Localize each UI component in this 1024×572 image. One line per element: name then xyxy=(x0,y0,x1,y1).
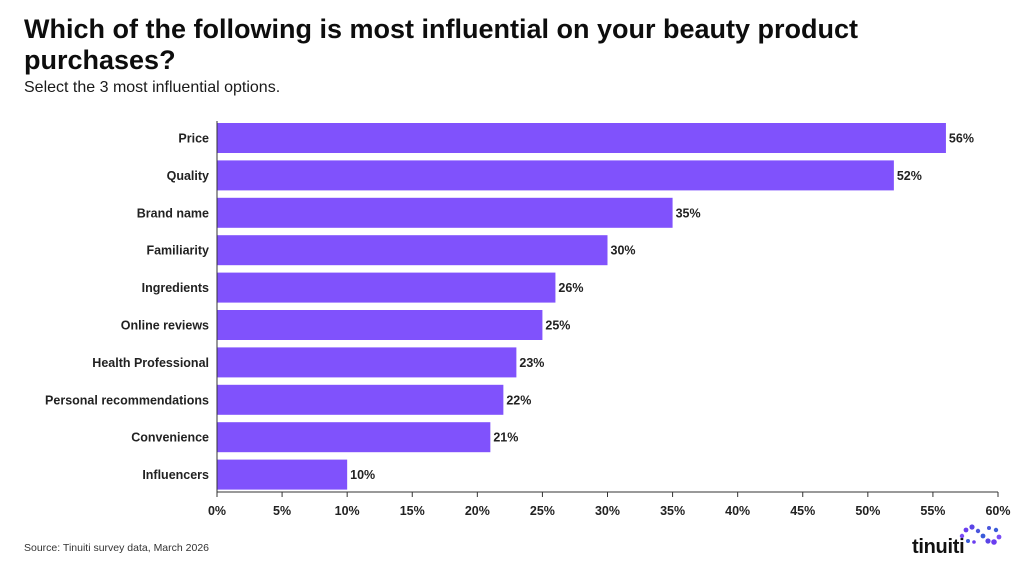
data-label-7: 22% xyxy=(506,393,531,407)
chart-title: Which of the following is most influenti… xyxy=(24,14,858,75)
data-label-4: 26% xyxy=(558,281,583,295)
bar-5 xyxy=(217,310,543,340)
x-tick-label-6: 30% xyxy=(595,504,620,518)
tinuiti-logo: tinuiti xyxy=(912,522,1004,562)
data-label-8: 21% xyxy=(493,431,518,445)
data-label-2: 35% xyxy=(676,206,701,220)
category-label-7: Personal recommendations xyxy=(45,393,209,407)
category-label-8: Convenience xyxy=(131,431,209,445)
bar-1 xyxy=(217,160,894,191)
chart-subtitle: Select the 3 most influential options. xyxy=(24,79,281,96)
bar-0 xyxy=(217,123,946,153)
x-tick-label-0: 0% xyxy=(208,504,226,518)
category-label-4: Ingredients xyxy=(142,281,209,295)
x-tick-label-10: 50% xyxy=(855,504,880,518)
x-tick-label-8: 40% xyxy=(725,504,750,518)
x-tick-label-7: 35% xyxy=(660,504,685,518)
category-label-2: Brand name xyxy=(137,206,209,220)
bar-2 xyxy=(217,197,673,228)
data-label-9: 10% xyxy=(350,468,375,482)
data-label-1: 52% xyxy=(897,169,922,183)
category-label-6: Health Professional xyxy=(92,356,209,370)
bar-3 xyxy=(217,235,608,266)
x-tick-label-12: 60% xyxy=(985,504,1010,518)
dots-infinity-logo-icon xyxy=(959,524,1002,545)
bar-9 xyxy=(217,459,348,490)
bar-4 xyxy=(217,272,556,303)
data-label-5: 25% xyxy=(545,319,570,333)
x-tick-label-1: 5% xyxy=(273,504,291,518)
category-label-1: Quality xyxy=(167,169,209,183)
category-label-3: Familiarity xyxy=(146,244,209,258)
category-label-0: Price xyxy=(178,132,209,146)
category-label-5: Online reviews xyxy=(121,319,209,333)
bar-8 xyxy=(217,422,491,453)
bar-7 xyxy=(217,384,504,415)
x-tick-label-9: 45% xyxy=(790,504,815,518)
brand-name: tinuiti xyxy=(912,536,965,558)
data-label-3: 30% xyxy=(611,244,636,258)
bar-6 xyxy=(217,347,517,378)
x-tick-label-2: 10% xyxy=(335,504,360,518)
x-tick-label-3: 15% xyxy=(400,504,425,518)
data-label-6: 23% xyxy=(519,356,544,370)
x-tick-label-4: 20% xyxy=(465,504,490,518)
category-label-9: Influencers xyxy=(142,468,209,482)
data-label-0: 56% xyxy=(949,132,974,146)
x-tick-label-5: 25% xyxy=(530,504,555,518)
x-tick-label-11: 55% xyxy=(920,504,945,518)
source-note: Source: Tinuiti survey data, March 2026 xyxy=(24,542,210,554)
